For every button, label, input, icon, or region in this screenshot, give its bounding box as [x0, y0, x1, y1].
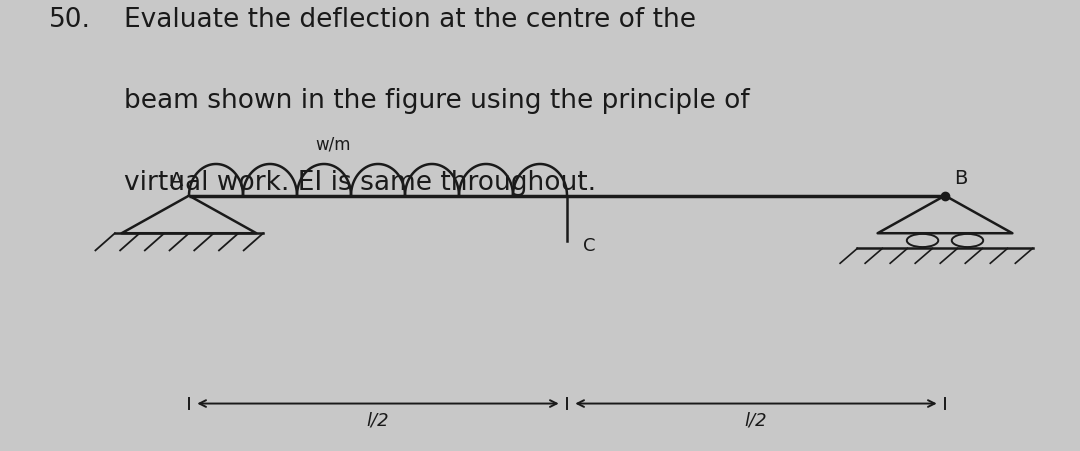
Text: 50.: 50.	[49, 7, 91, 33]
Text: A: A	[171, 170, 184, 189]
Text: virtual work. EI is same throughout.: virtual work. EI is same throughout.	[124, 169, 596, 195]
Text: beam shown in the figure using the principle of: beam shown in the figure using the princ…	[124, 88, 750, 114]
Text: B: B	[954, 168, 967, 187]
Text: C: C	[583, 237, 596, 255]
Text: l/2: l/2	[745, 410, 767, 428]
Text: w/m: w/m	[315, 135, 350, 153]
Text: l/2: l/2	[367, 410, 389, 428]
Text: Evaluate the deflection at the centre of the: Evaluate the deflection at the centre of…	[124, 7, 697, 33]
